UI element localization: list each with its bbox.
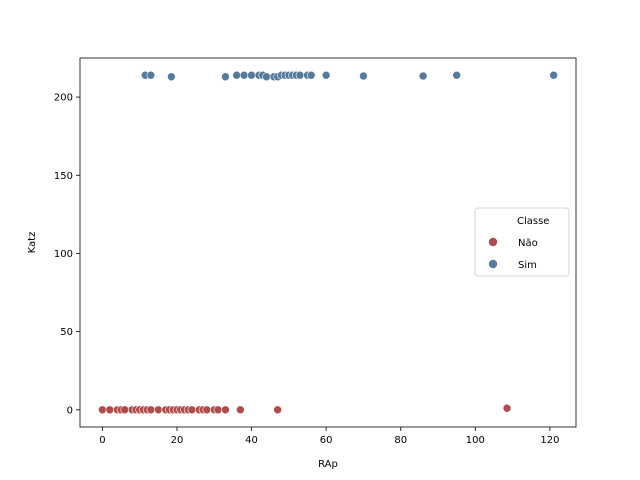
point-nao-10 [146, 405, 156, 415]
point-sim-19 [306, 70, 316, 80]
point-sim-20 [321, 70, 331, 80]
y-axis-ticks: 0 50 100 150 200 [54, 93, 80, 416]
x-tick-label: 80 [394, 435, 407, 446]
x-axis-label: RAp [318, 459, 338, 470]
legend-title: Classe [517, 216, 549, 227]
plot-frame [79, 57, 577, 428]
legend-label-nao: Não [518, 238, 538, 249]
point-sim-9 [262, 72, 271, 82]
legend-frame [474, 207, 570, 277]
point-sim-5 [239, 70, 249, 80]
x-tick-label: 100 [466, 435, 485, 446]
point-nao-28 [502, 403, 512, 413]
point-nao-19 [187, 405, 197, 415]
x-tick-label: 20 [171, 435, 184, 446]
y-tick-label: 50 [60, 327, 73, 338]
legend-label-sim: Sim [518, 260, 537, 271]
x-tick-label: 60 [320, 435, 333, 446]
marks-layer [98, 70, 558, 415]
point-nao-27 [273, 405, 282, 415]
point-sim-23 [452, 70, 461, 80]
x-tick-label: 0 [99, 435, 105, 446]
point-nao-25 [221, 405, 230, 415]
y-tick-label: 200 [54, 93, 73, 104]
x-axis-ticks: 0 20 40 60 80 100 120 [99, 427, 559, 446]
point-sim-24 [549, 70, 558, 80]
legend-marker-sim [488, 259, 498, 269]
point-nao-22 [202, 405, 212, 415]
point-sim-6 [247, 70, 256, 80]
point-nao-1 [105, 405, 115, 415]
point-nao-24 [213, 405, 223, 415]
point-nao-26 [236, 405, 245, 415]
point-sim-2 [167, 72, 176, 82]
point-sim-1 [146, 70, 156, 80]
y-tick-label: 0 [67, 405, 73, 416]
y-tick-label: 100 [54, 249, 73, 260]
point-nao-0 [98, 405, 107, 415]
point-nao-4 [120, 405, 130, 415]
point-sim-3 [221, 72, 230, 82]
point-sim-22 [418, 71, 428, 81]
x-tick-label: 40 [245, 435, 258, 446]
point-sim-17 [295, 70, 305, 80]
point-sim-21 [359, 71, 368, 81]
y-axis-label: Katz [27, 232, 38, 254]
legend-marker-nao [488, 237, 498, 247]
point-nao-11 [154, 405, 163, 415]
x-tick-label: 120 [540, 435, 559, 446]
point-sim-4 [232, 70, 241, 80]
legend: Classe Não Sim [474, 207, 570, 277]
y-tick-label: 150 [54, 171, 73, 182]
